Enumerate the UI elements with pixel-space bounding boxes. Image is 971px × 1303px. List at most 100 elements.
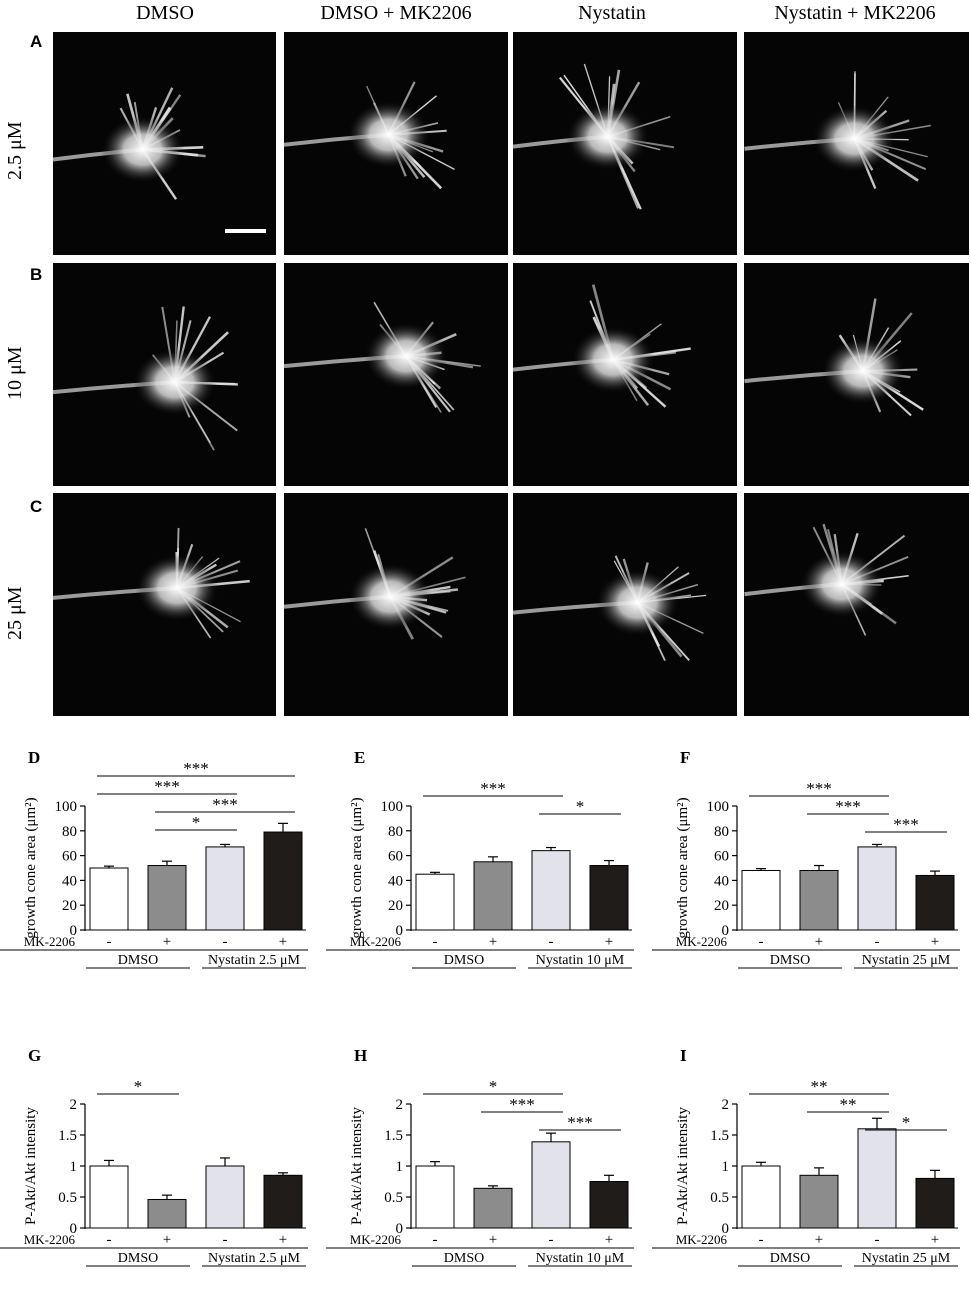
micrograph-r2-c1 [53, 263, 276, 486]
group-label: Nystatin 10 μM [536, 1251, 625, 1266]
panel-letter: E [354, 748, 365, 767]
y-tick-label: 100 [707, 799, 730, 815]
bar [857, 846, 897, 931]
micrograph-r1-c4 [744, 32, 969, 255]
y-axis-label: growth cone area (μm²) [23, 797, 39, 938]
treatment-sign: - [549, 934, 554, 950]
treatment-label: MK-2206 [676, 1232, 728, 1247]
group-label: Nystatin 25 μM [862, 1251, 951, 1266]
y-tick-label: 40 [714, 873, 729, 889]
bar [473, 1187, 513, 1229]
treatment-sign: + [489, 934, 497, 950]
treatment-sign: + [163, 1232, 171, 1248]
treatment-sign: + [815, 1232, 823, 1248]
significance-label: *** [806, 779, 832, 798]
treatment-sign: - [549, 1232, 554, 1248]
y-tick-label: 100 [381, 799, 404, 815]
significance-label: *** [183, 759, 209, 778]
y-tick-label: 100 [55, 799, 78, 815]
chart-svg: G P-Akt/Akt intensity 0 0.5 1 1.5 2 * MK-2206 - + -… [0, 1046, 308, 1267]
y-tick-label: 0.5 [384, 1190, 403, 1206]
group-label: DMSO [770, 1251, 810, 1266]
significance-label: * [576, 797, 585, 816]
bar [415, 873, 455, 931]
column-header-dmso-mk2206: DMSO + MK2206 [320, 2, 472, 24]
micrograph-r3-c2 [284, 493, 508, 716]
panel-letter: F [680, 748, 690, 767]
micrograph-r1-c1 [53, 32, 276, 255]
y-tick-label: 0 [70, 923, 78, 939]
treatment-sign: - [107, 934, 112, 950]
treatment-sign: + [605, 1232, 613, 1248]
y-axis-label: P-Akt/Akt intensity [23, 1107, 39, 1225]
chart-panel-h: H P-Akt/Akt intensity 0 0.5 1 1.5 2 * *** *** MK-2… [326, 1036, 646, 1298]
column-header-nystatin-mk2206: Nystatin + MK2206 [774, 2, 936, 24]
treatment-sign: + [279, 1232, 287, 1248]
row-letter-a: A [30, 32, 43, 51]
bar [473, 861, 513, 931]
treatment-sign: + [931, 934, 939, 950]
bar [205, 846, 245, 931]
significance-label: ** [811, 1077, 828, 1096]
y-tick-label: 40 [388, 873, 403, 889]
bar [857, 1128, 897, 1229]
row-concentration-a: 2.5 μM [4, 121, 26, 180]
bar [205, 1165, 245, 1229]
micrograph-r2-c4 [744, 263, 969, 486]
y-tick-label: 60 [62, 849, 77, 865]
bar [147, 865, 187, 931]
group-label: Nystatin 2.5 μM [208, 953, 300, 968]
chart-panel-i: I P-Akt/Akt intensity 0 0.5 1 1.5 2 ** ** * MK-220… [652, 1036, 971, 1298]
y-tick-label: 0 [722, 923, 730, 939]
bar [741, 1165, 781, 1229]
bar [263, 1174, 303, 1229]
y-tick-label: 60 [714, 849, 729, 865]
column-header-nystatin: Nystatin [578, 2, 646, 24]
bar [263, 831, 303, 931]
y-tick-label: 2 [396, 1097, 404, 1113]
panel-letter: G [28, 1046, 41, 1065]
micrograph-r3-c3 [513, 493, 737, 716]
treatment-sign: - [759, 1232, 764, 1248]
y-axis-label: growth cone area (μm²) [675, 797, 691, 938]
y-tick-label: 1.5 [710, 1128, 729, 1144]
treatment-label: MK-2206 [24, 1232, 76, 1247]
group-label: DMSO [770, 953, 810, 968]
row-concentration-c: 25 μM [4, 586, 26, 640]
y-tick-label: 2 [722, 1097, 730, 1113]
bar [589, 1181, 629, 1229]
treatment-label: MK-2206 [350, 934, 402, 949]
y-tick-label: 80 [388, 824, 403, 840]
significance-label: *** [154, 777, 180, 796]
treatment-label: MK-2206 [24, 934, 76, 949]
significance-label: ** [840, 1095, 857, 1114]
treatment-sign: + [605, 934, 613, 950]
group-label: DMSO [118, 953, 158, 968]
y-tick-label: 1 [722, 1159, 730, 1175]
y-tick-label: 20 [388, 898, 403, 914]
significance-label: *** [893, 815, 919, 834]
treatment-label: MK-2206 [676, 934, 728, 949]
y-tick-label: 1.5 [58, 1128, 77, 1144]
bar [147, 1198, 187, 1229]
y-tick-label: 0 [396, 1221, 404, 1237]
y-tick-label: 60 [388, 849, 403, 865]
y-tick-label: 0 [70, 1221, 78, 1237]
y-tick-label: 1.5 [384, 1128, 403, 1144]
row-letter-c: C [30, 497, 43, 516]
y-axis-label: P-Akt/Akt intensity [349, 1107, 365, 1225]
treatment-sign: - [875, 1232, 880, 1248]
treatment-sign: - [433, 934, 438, 950]
scale-bar [225, 229, 266, 233]
treatment-sign: - [875, 934, 880, 950]
treatment-sign: + [163, 934, 171, 950]
bar [531, 850, 571, 931]
y-tick-label: 0 [396, 923, 404, 939]
y-tick-label: 80 [714, 824, 729, 840]
micrograph-r3-c1 [53, 493, 276, 716]
significance-label: *** [567, 1113, 593, 1132]
